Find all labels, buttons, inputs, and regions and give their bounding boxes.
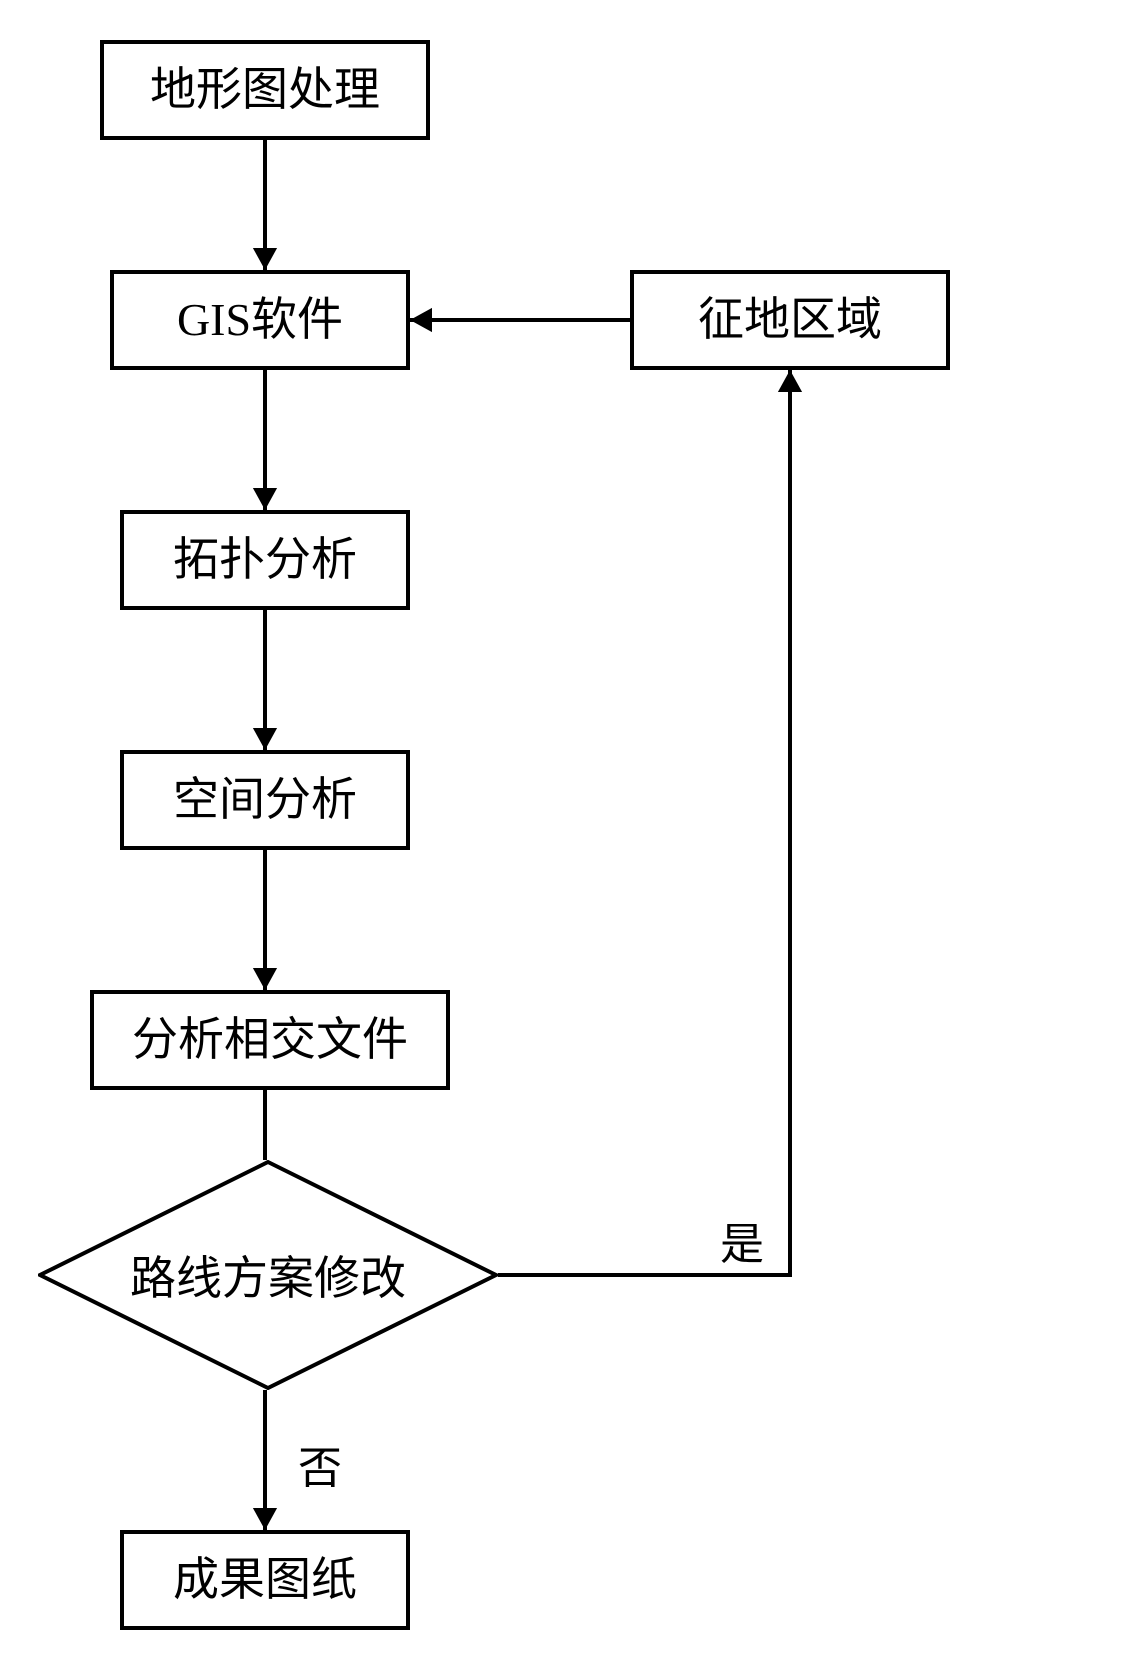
flow-node-n2: GIS软件	[110, 270, 410, 370]
node-label: 征地区域	[698, 295, 882, 346]
node-label: 空间分析	[173, 775, 357, 826]
node-label: 路线方案修改	[130, 1242, 406, 1308]
flow-node-n5: 空间分析	[120, 750, 410, 850]
flow-decision-n7: 路线方案修改	[38, 1160, 498, 1390]
node-label: 地形图处理	[150, 65, 380, 116]
flow-node-n8: 成果图纸	[120, 1530, 410, 1630]
flow-node-n4: 拓扑分析	[120, 510, 410, 610]
flow-node-n1: 地形图处理	[100, 40, 430, 140]
flow-node-n6: 分析相交文件	[90, 990, 450, 1090]
flow-node-n3: 征地区域	[630, 270, 950, 370]
node-label: 分析相交文件	[132, 1015, 408, 1066]
edge-label: 是	[720, 1208, 764, 1272]
node-label: 成果图纸	[173, 1555, 357, 1606]
edge-label: 否	[298, 1432, 342, 1496]
node-label: 拓扑分析	[173, 535, 357, 586]
node-label: GIS软件	[177, 295, 343, 346]
